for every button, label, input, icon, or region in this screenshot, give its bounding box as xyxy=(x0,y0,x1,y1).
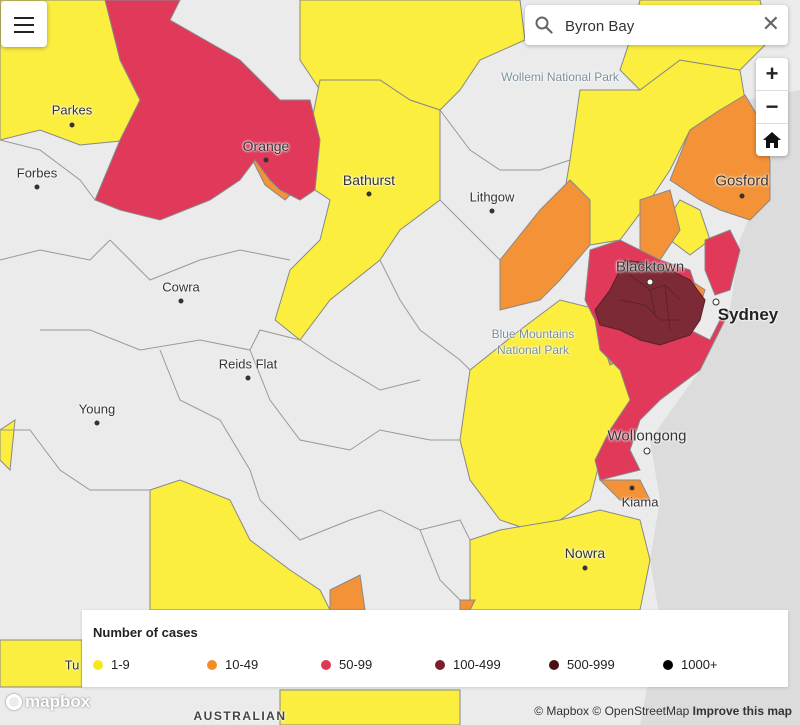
town-dot xyxy=(178,298,184,304)
hamburger-icon-line xyxy=(14,31,34,33)
lga-darkred-regions xyxy=(594,259,706,346)
zoom-out-button[interactable]: − xyxy=(756,91,788,124)
legend-item: 50-99 xyxy=(321,657,372,672)
legend-label: 1000+ xyxy=(681,657,718,672)
city-dot xyxy=(712,298,720,306)
town-dot xyxy=(34,184,40,190)
place-label-forbes: Forbes xyxy=(16,165,58,181)
zoom-in-button[interactable]: + xyxy=(756,58,788,91)
place-label-blue-mountains-1: Blue Mountains xyxy=(491,327,575,341)
legend-label: 100-499 xyxy=(453,657,501,672)
home-button[interactable] xyxy=(756,124,788,156)
hamburger-icon-line xyxy=(14,24,34,26)
place-label-australian: AUSTRALIAN xyxy=(193,709,287,723)
place-label-wollongong: Wollongong xyxy=(607,427,687,445)
town-dot xyxy=(739,193,745,199)
place-label-nowra: Nowra xyxy=(564,545,606,561)
search-box: ✕ xyxy=(525,5,788,45)
legend-swatch xyxy=(93,659,103,670)
attribution-osm-link[interactable]: © OpenStreetMap xyxy=(592,704,690,718)
attribution-improve-link[interactable]: Improve this map xyxy=(692,704,792,718)
place-label-blue-mountains-2: National Park xyxy=(496,343,570,357)
legend-swatch xyxy=(207,659,217,670)
hamburger-icon-line xyxy=(14,17,34,19)
place-label-parkes: Parkes xyxy=(51,102,93,118)
place-label-blacktown: Blacktown xyxy=(615,258,685,276)
legend-item: 500-999 xyxy=(549,657,615,672)
town-dot xyxy=(366,191,372,197)
legend-label: 500-999 xyxy=(567,657,615,672)
place-label-orange: Orange xyxy=(242,138,290,154)
town-dot xyxy=(245,375,251,381)
place-label-wollemi: Wollemi National Park xyxy=(501,70,619,84)
mapbox-logo-text: mapbox xyxy=(25,692,91,711)
place-label-young: Young xyxy=(78,401,116,417)
mapbox-logo[interactable]: mapbox xyxy=(6,692,90,712)
lga-darkred-borders xyxy=(619,274,681,331)
place-label-kiama: Kiama xyxy=(621,494,659,510)
close-icon[interactable]: ✕ xyxy=(761,11,780,36)
mapbox-logo-icon xyxy=(6,694,22,710)
legend-swatch xyxy=(663,659,673,670)
place-label-bathurst: Bathurst xyxy=(342,172,396,188)
map-attribution: © Mapbox © OpenStreetMap Improve this ma… xyxy=(534,704,792,718)
legend-title: Number of cases xyxy=(93,625,198,640)
town-dot xyxy=(629,485,635,491)
town-dot xyxy=(582,565,588,571)
legend-label: 1-9 xyxy=(111,657,130,672)
zoom-controls: + − xyxy=(756,58,788,156)
menu-button[interactable] xyxy=(1,1,47,47)
home-icon xyxy=(763,132,781,148)
place-label-lithgow: Lithgow xyxy=(469,189,515,205)
place-label-gosford: Gosford xyxy=(715,172,769,190)
legend-item: 100-499 xyxy=(435,657,501,672)
town-dot xyxy=(263,157,269,163)
town-dot xyxy=(94,420,100,426)
legend-label: 50-99 xyxy=(339,657,373,672)
legend-swatch xyxy=(321,659,331,670)
town-dot xyxy=(489,208,495,214)
search-icon xyxy=(535,16,553,34)
legend-swatch xyxy=(549,659,559,670)
lga-borders xyxy=(0,109,571,601)
town-dot xyxy=(69,122,75,128)
legend-label: 10-49 xyxy=(225,657,259,672)
attribution-mapbox-link[interactable]: © Mapbox xyxy=(534,704,590,718)
place-label-tumut-partial: Tu xyxy=(64,657,80,673)
town-dot xyxy=(646,278,654,286)
legend-item: 10-49 xyxy=(207,657,258,672)
town-dot xyxy=(643,447,651,455)
legend-items: 1-9 10-49 50-99 100-499 500-999 1000+ xyxy=(93,657,778,675)
place-label-reids-flat: Reids Flat xyxy=(218,356,278,372)
legend-item: 1000+ xyxy=(663,657,718,672)
lga-orange-regions xyxy=(249,94,771,611)
place-label-cowra: Cowra xyxy=(162,279,200,295)
map-legend: Number of cases 1-9 10-49 50-99 100-499 500-… xyxy=(82,610,788,687)
legend-swatch xyxy=(435,659,445,670)
legend-item: 1-9 xyxy=(93,657,130,672)
place-label-sydney: Sydney xyxy=(717,305,779,324)
sea-area xyxy=(640,90,800,725)
search-input[interactable] xyxy=(563,13,757,39)
